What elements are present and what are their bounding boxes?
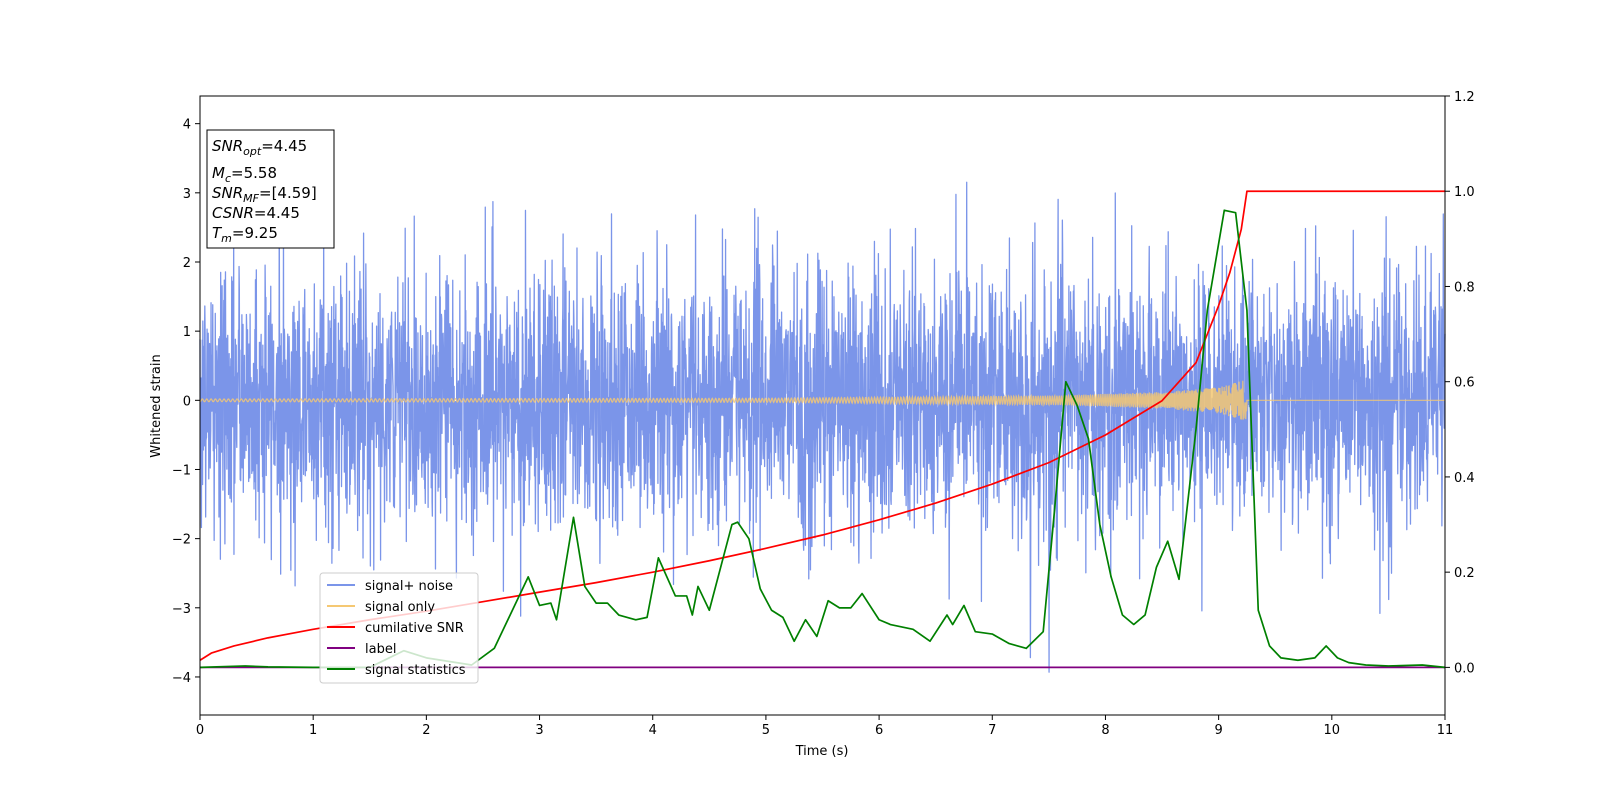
y2-tick-label: 0.8 (1454, 280, 1475, 295)
x-tick-label: 6 (875, 723, 883, 738)
y-tick-label: −3 (172, 602, 191, 617)
legend-label-signal-statistics: signal statistics (365, 663, 466, 678)
y-tick-label: 4 (183, 118, 191, 133)
info-snr-mf-sub: MF (243, 192, 259, 205)
y-tick-label: 1 (183, 325, 191, 340)
info-mc: Mc=5.58 (212, 164, 277, 185)
y-tick-label: −2 (172, 533, 191, 548)
x-tick-label: 7 (988, 723, 996, 738)
x-tick-label: 11 (1437, 723, 1454, 738)
y2-tick-label: 1.2 (1454, 90, 1475, 105)
info-snr-opt: SNRopt=4.45 (212, 137, 307, 158)
info-box: SNRopt=4.45 Mc=5.58 SNRMF=[4.59] CSNR=4.… (206, 129, 335, 249)
info-mc-label: M (212, 164, 225, 182)
y2-tick-label: 1.0 (1454, 185, 1475, 200)
info-snr-opt-sub: opt (243, 145, 262, 158)
y-axis-label: Whitened strain (149, 354, 164, 457)
x-tick-label: 8 (1101, 723, 1109, 738)
info-csnr-label: CSNR (212, 204, 254, 222)
x-axis-label: Time (s) (795, 744, 849, 759)
legend-frame (319, 572, 479, 684)
info-snr-opt-value: =4.45 (261, 137, 307, 155)
info-csnr-value: =4.45 (254, 204, 300, 222)
info-snr-opt-label: SNR (212, 137, 243, 155)
noise-layer (199, 181, 1446, 673)
info-mc-sub: c (225, 172, 231, 185)
info-tm: Tm=9.25 (212, 224, 278, 245)
legend-label-label: label (365, 642, 396, 657)
x-tick-label: 1 (309, 723, 317, 738)
x-tick-label: 10 (1324, 723, 1341, 738)
x-tick-label: 4 (649, 723, 657, 738)
legend-label-cumulative-snr: cumilative SNR (365, 621, 464, 636)
y-tick-label: 2 (183, 256, 191, 271)
y2-tick-label: 0.6 (1454, 376, 1475, 391)
y2-tick-label: 0.0 (1454, 661, 1475, 676)
x-tick-label: 0 (196, 723, 204, 738)
info-csnr: CSNR=4.45 (212, 204, 300, 222)
series-signal-noise (199, 181, 1446, 673)
y-tick-label: 0 (183, 394, 191, 409)
legend: signal+ noise signal only cumilative SNR… (319, 572, 479, 684)
legend-label-signal-only: signal only (365, 600, 435, 615)
axes-layer: 0 1 2 3 4 5 6 7 8 9 10 1143210−1−2−3−41.21.00.80.60… (172, 90, 1475, 738)
x-tick-label: 5 (762, 723, 770, 738)
info-snr-mf-label: SNR (212, 184, 243, 202)
info-box-frame (206, 129, 335, 249)
info-tm-label: T (212, 224, 223, 242)
y2-tick-label: 0.2 (1454, 566, 1475, 581)
y-tick-label: 3 (183, 187, 191, 202)
x-tick-label: 9 (1214, 723, 1222, 738)
info-snr-mf: SNRMF=[4.59] (212, 184, 317, 205)
y-tick-label: −4 (172, 671, 191, 686)
y-tick-label: −1 (172, 463, 191, 478)
x-tick-label: 3 (535, 723, 543, 738)
legend-label-signal-noise: signal+ noise (365, 579, 453, 594)
plot-frame (199, 95, 1446, 716)
y2-tick-label: 0.4 (1454, 471, 1475, 486)
chirp-layer (199, 380, 1445, 421)
series-signal-statistics (199, 209, 1446, 669)
info-tm-value: =9.25 (232, 224, 278, 242)
x-tick-label: 2 (422, 723, 430, 738)
info-snr-mf-value: =[4.59] (259, 184, 317, 202)
series-signal-only (199, 380, 1445, 421)
info-tm-sub: m (221, 232, 232, 245)
info-mc-value: =5.58 (231, 164, 277, 182)
